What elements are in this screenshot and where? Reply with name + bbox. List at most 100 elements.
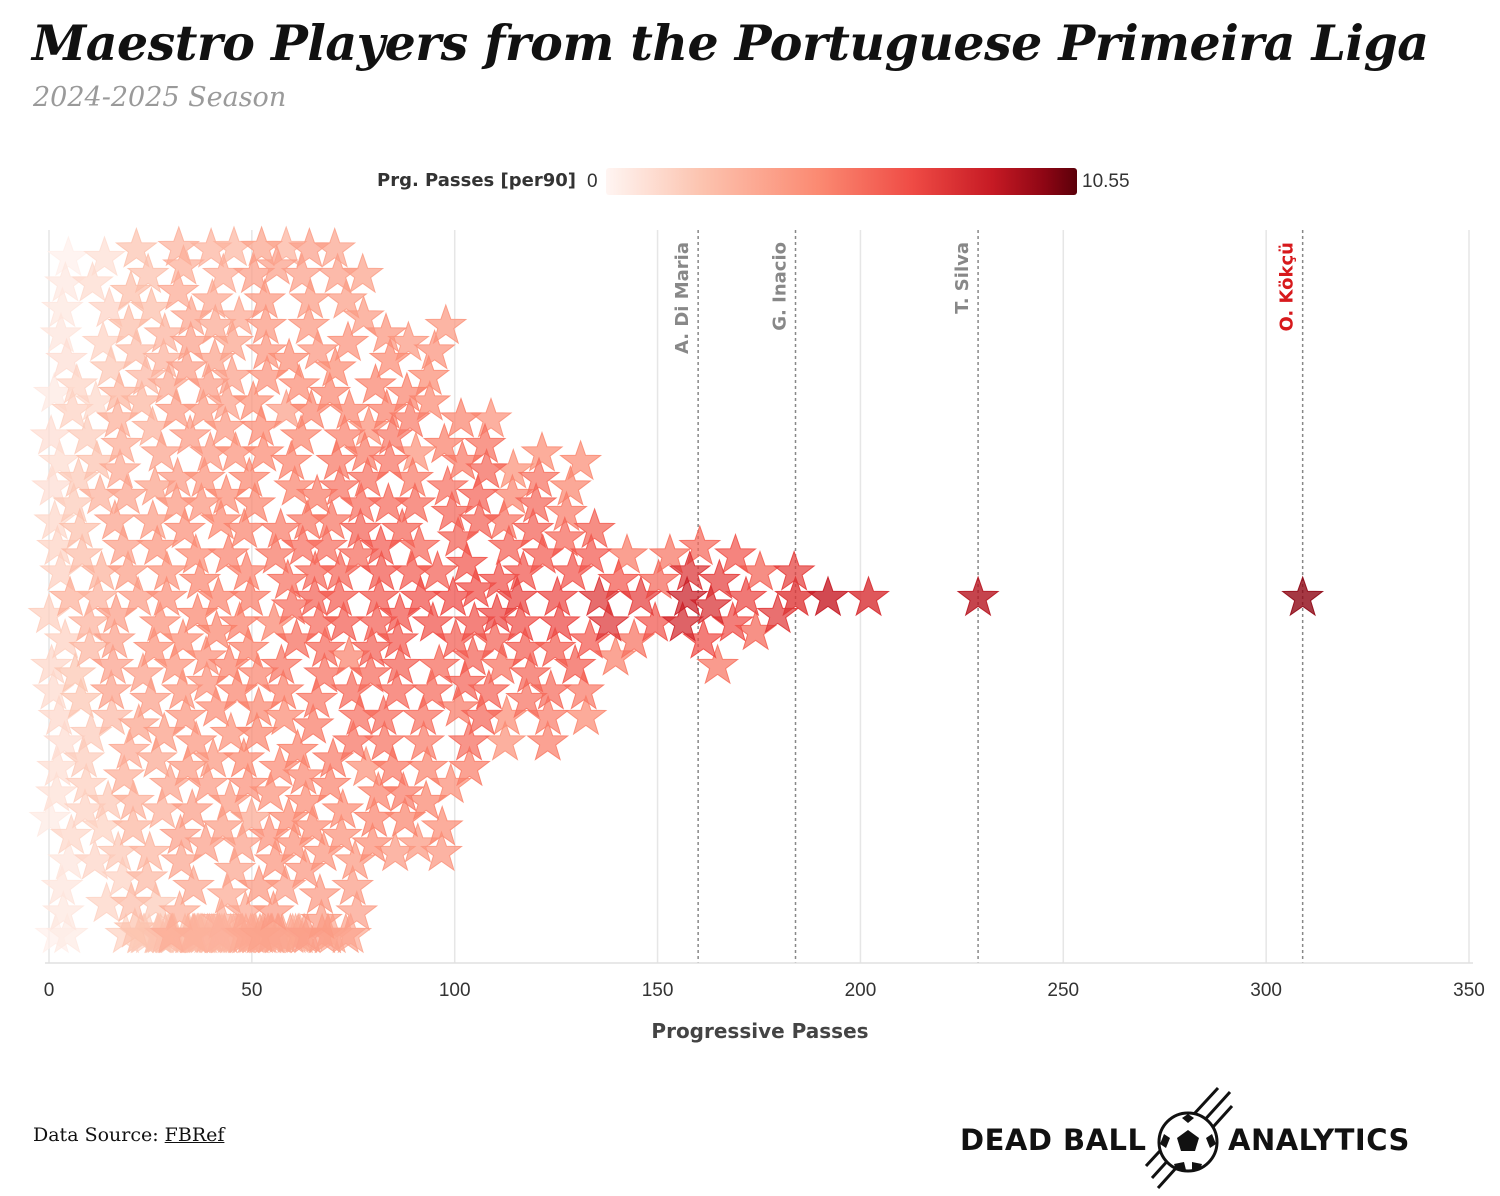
x-tick-label: 300 xyxy=(1250,980,1282,1001)
player-star xyxy=(321,787,365,829)
player-star xyxy=(117,702,161,744)
player-star xyxy=(190,277,234,319)
player-star xyxy=(199,498,243,540)
player-star xyxy=(98,447,142,489)
player-star xyxy=(41,889,85,931)
player-star xyxy=(105,473,149,515)
player-star xyxy=(445,541,489,583)
player-star xyxy=(668,549,712,591)
player-star xyxy=(231,379,275,421)
player-star xyxy=(364,311,408,353)
player-star xyxy=(501,549,545,591)
player-star xyxy=(40,864,84,906)
player-star xyxy=(424,303,468,345)
player-star xyxy=(282,753,325,795)
chart-subtitle: 2024-2025 Season xyxy=(33,82,287,113)
player-star xyxy=(326,320,370,362)
player-star xyxy=(573,507,616,549)
player-star xyxy=(448,745,491,787)
player-star xyxy=(132,626,176,668)
player-star xyxy=(227,456,271,498)
player-star xyxy=(178,558,222,600)
player-star xyxy=(491,473,534,515)
player-star xyxy=(96,396,139,438)
player-star xyxy=(335,889,379,931)
player-star xyxy=(58,507,102,549)
player-star xyxy=(308,762,352,804)
player-star xyxy=(254,532,298,574)
player-star xyxy=(207,532,250,574)
player-star xyxy=(465,447,509,489)
player-star xyxy=(169,320,213,362)
player-star xyxy=(126,252,170,294)
player-star xyxy=(349,651,393,693)
player-star xyxy=(239,405,283,447)
x-tick-label: 100 xyxy=(439,980,471,1001)
player-star xyxy=(402,719,446,761)
data-points xyxy=(27,225,1325,954)
player-star xyxy=(60,532,104,574)
player-star xyxy=(29,413,73,455)
player-star xyxy=(315,439,359,481)
player-star xyxy=(295,677,339,719)
player-star xyxy=(53,651,97,693)
player-star xyxy=(458,498,501,540)
player-star xyxy=(213,847,257,889)
player-star xyxy=(62,736,106,778)
data-source-link[interactable]: FBRef xyxy=(164,1124,225,1146)
player-star xyxy=(350,626,394,668)
player-star xyxy=(637,558,681,600)
player-star xyxy=(956,575,1000,617)
player-star xyxy=(232,252,276,294)
player-star xyxy=(273,464,317,506)
player-star xyxy=(648,532,692,574)
player-star xyxy=(305,524,349,566)
player-star xyxy=(201,804,245,846)
player-star xyxy=(65,413,109,455)
player-star xyxy=(226,626,270,668)
player-star xyxy=(318,464,362,506)
player-star xyxy=(338,507,382,549)
annotation-labels: A. Di Maria G. Inacio T. Silva O. Kökçü xyxy=(672,242,1298,354)
player-star xyxy=(164,694,208,736)
player-star xyxy=(140,430,183,472)
player-star xyxy=(163,507,207,549)
player-star xyxy=(259,507,303,549)
player-star xyxy=(96,830,140,872)
player-star xyxy=(240,225,284,267)
player-star xyxy=(401,694,445,736)
player-star xyxy=(266,558,310,600)
player-star xyxy=(327,388,371,430)
player-star xyxy=(411,600,455,642)
player-star xyxy=(238,912,282,954)
player-star xyxy=(431,575,475,617)
player-star xyxy=(385,371,429,413)
player-star xyxy=(357,575,401,617)
player-star xyxy=(514,481,558,523)
player-star xyxy=(469,396,513,438)
player-star xyxy=(303,651,346,693)
chart-title: Maestro Players from the Portuguese Prim… xyxy=(32,14,1429,72)
x-tick-label: 250 xyxy=(1047,980,1079,1001)
player-star xyxy=(106,549,150,591)
player-star xyxy=(181,388,225,430)
player-star xyxy=(526,719,570,761)
player-star xyxy=(343,430,387,472)
player-star xyxy=(218,600,262,642)
player-star xyxy=(174,719,218,761)
player-star xyxy=(569,532,613,574)
player-star xyxy=(543,515,587,557)
player-star xyxy=(156,269,200,311)
x-tick-label: 200 xyxy=(845,980,877,1001)
player-star xyxy=(559,439,603,481)
player-star xyxy=(107,303,151,345)
player-star xyxy=(114,328,158,370)
player-star xyxy=(483,719,527,761)
player-star xyxy=(548,464,592,506)
color-legend-gradient xyxy=(606,168,1077,195)
player-star xyxy=(233,481,277,523)
player-star xyxy=(417,643,461,685)
player-star xyxy=(551,549,594,591)
player-star xyxy=(368,439,411,481)
data-source-prefix: Data Source: xyxy=(33,1124,165,1146)
